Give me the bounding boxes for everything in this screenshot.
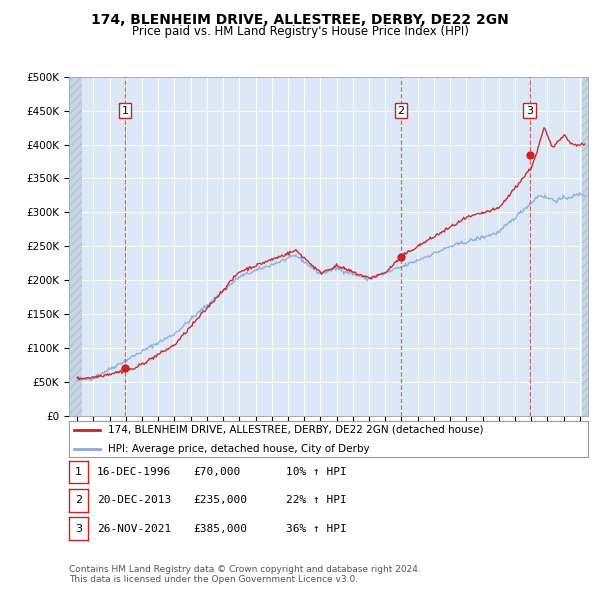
Text: £385,000: £385,000 — [193, 524, 247, 533]
Text: 20-DEC-2013: 20-DEC-2013 — [97, 496, 172, 505]
Bar — [69, 77, 82, 416]
Text: 26-NOV-2021: 26-NOV-2021 — [97, 524, 172, 533]
Text: £235,000: £235,000 — [193, 496, 247, 505]
Text: 3: 3 — [75, 524, 82, 533]
Text: HPI: Average price, detached house, City of Derby: HPI: Average price, detached house, City… — [108, 444, 370, 454]
Text: 22% ↑ HPI: 22% ↑ HPI — [286, 496, 347, 505]
Text: 10% ↑ HPI: 10% ↑ HPI — [286, 467, 347, 477]
Text: 2: 2 — [75, 496, 82, 505]
Text: 16-DEC-1996: 16-DEC-1996 — [97, 467, 172, 477]
Text: 1: 1 — [122, 106, 128, 116]
Text: £70,000: £70,000 — [193, 467, 241, 477]
Text: 174, BLENHEIM DRIVE, ALLESTREE, DERBY, DE22 2GN: 174, BLENHEIM DRIVE, ALLESTREE, DERBY, D… — [91, 13, 509, 27]
Text: 36% ↑ HPI: 36% ↑ HPI — [286, 524, 347, 533]
Text: 174, BLENHEIM DRIVE, ALLESTREE, DERBY, DE22 2GN (detached house): 174, BLENHEIM DRIVE, ALLESTREE, DERBY, D… — [108, 425, 484, 435]
Text: Contains HM Land Registry data © Crown copyright and database right 2024.
This d: Contains HM Land Registry data © Crown c… — [69, 565, 421, 584]
Text: 3: 3 — [526, 106, 533, 116]
Text: Price paid vs. HM Land Registry's House Price Index (HPI): Price paid vs. HM Land Registry's House … — [131, 25, 469, 38]
Text: 1: 1 — [75, 467, 82, 477]
Bar — [581, 77, 588, 416]
Text: 2: 2 — [397, 106, 404, 116]
